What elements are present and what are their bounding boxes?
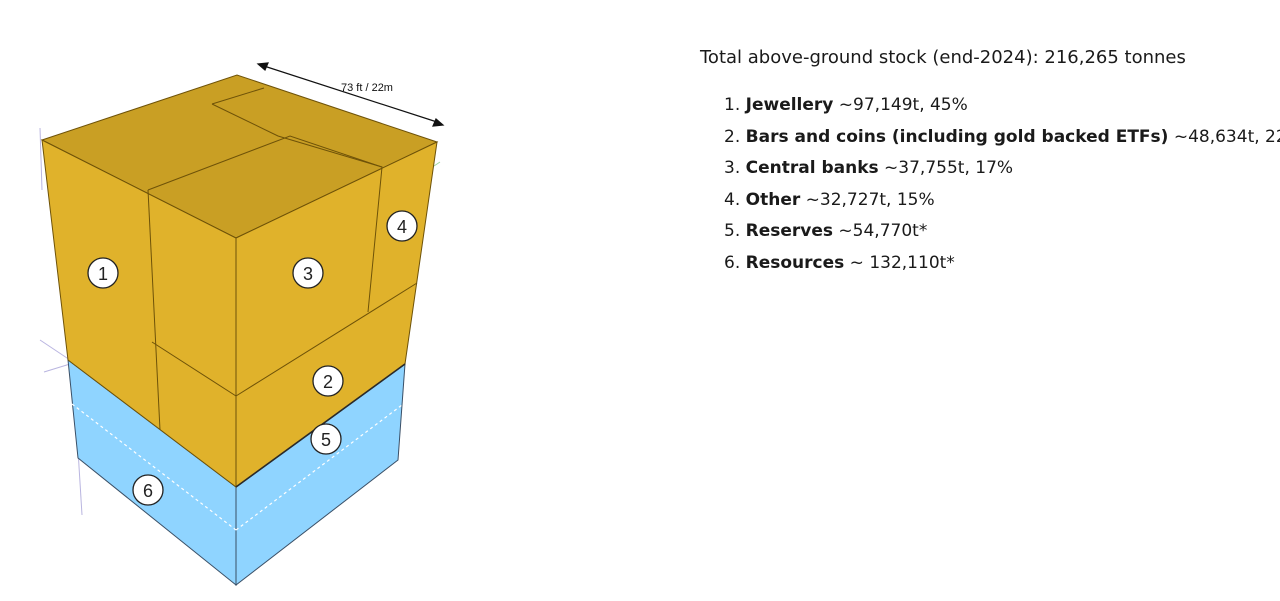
- reserves-boundary-left: [71, 403, 237, 531]
- legend: Total above-ground stock (end-2024): 216…: [700, 46, 1280, 280]
- legend-item-value: ~48,634t, 22%: [1173, 126, 1280, 147]
- gold-cube-diagram: 73 ft / 22m 1 2 3 4 5 6: [39, 62, 445, 587]
- legend-item-reserves: 5. Reserves ~54,770t*: [724, 216, 1275, 248]
- marker-6: 6: [132, 474, 164, 506]
- construction-lines: [39, 127, 441, 516]
- marker-1-label: 1: [98, 264, 108, 284]
- legend-item-name: Reserves: [745, 221, 834, 242]
- legend-item-resources: 6. Resources ~ 132,110t*: [724, 248, 1275, 280]
- section-2-divider-right: [235, 282, 418, 397]
- section-1-divider: [147, 189, 161, 431]
- scale-label: 73 ft / 22m: [341, 82, 393, 94]
- legend-item-number: 1.: [724, 95, 741, 115]
- legend-item-jewellery: 1. Jewellery ~97,149t, 45%: [724, 90, 1275, 122]
- total-stock-heading: Total above-ground stock (end-2024): 216…: [700, 47, 1186, 68]
- legend-list: 1. Jewellery ~97,149t, 45% 2. Bars and c…: [700, 90, 1280, 280]
- marker-2: 2: [312, 365, 344, 397]
- legend-item-number: 4.: [724, 189, 741, 210]
- marker-5: 5: [310, 423, 342, 455]
- marker-3: 3: [292, 257, 324, 289]
- section-3-top-outline: [147, 135, 383, 191]
- legend-item-value: ~ 132,110t*: [844, 252, 955, 273]
- marker-3-label: 3: [303, 264, 313, 284]
- legend-item-value: ~32,727t, 15%: [800, 189, 935, 210]
- marker-6-label: 6: [143, 481, 153, 501]
- legend-item-number: 3.: [724, 158, 741, 179]
- marker-4-label: 4: [397, 217, 407, 237]
- legend-item-name: Central banks: [745, 158, 879, 179]
- scale-arrow: [256, 62, 445, 127]
- legend-item-name: Jewellery: [745, 95, 834, 115]
- section-2-divider-left: [151, 341, 237, 397]
- marker-4: 4: [386, 210, 418, 242]
- marker-5-label: 5: [321, 430, 331, 450]
- reserves-boundary-right: [235, 404, 403, 531]
- legend-item-number: 6.: [724, 252, 741, 273]
- legend-item-value: ~97,149t, 45%: [833, 95, 968, 115]
- legend-item-value: ~37,755t, 17%: [878, 158, 1014, 179]
- legend-item-central-banks: 3. Central banks ~37,755t, 17%: [724, 153, 1275, 185]
- legend-item-number: 2.: [724, 126, 741, 147]
- section-4-outline: [211, 103, 383, 313]
- marker-2-label: 2: [323, 372, 333, 392]
- section-4-top-outline: [211, 87, 265, 105]
- legend-item-value: ~54,770t*: [833, 221, 928, 242]
- legend-item-number: 5.: [724, 221, 741, 242]
- legend-item-other: 4. Other ~32,727t, 15%: [724, 185, 1275, 217]
- legend-item-name: Resources: [745, 252, 845, 273]
- legend-item-bars-and-coins: 2. Bars and coins (including gold backed…: [724, 122, 1280, 154]
- legend-item-name: Other: [745, 189, 801, 210]
- marker-1: 1: [87, 257, 119, 289]
- legend-item-name: Bars and coins (including gold backed ET…: [745, 126, 1169, 147]
